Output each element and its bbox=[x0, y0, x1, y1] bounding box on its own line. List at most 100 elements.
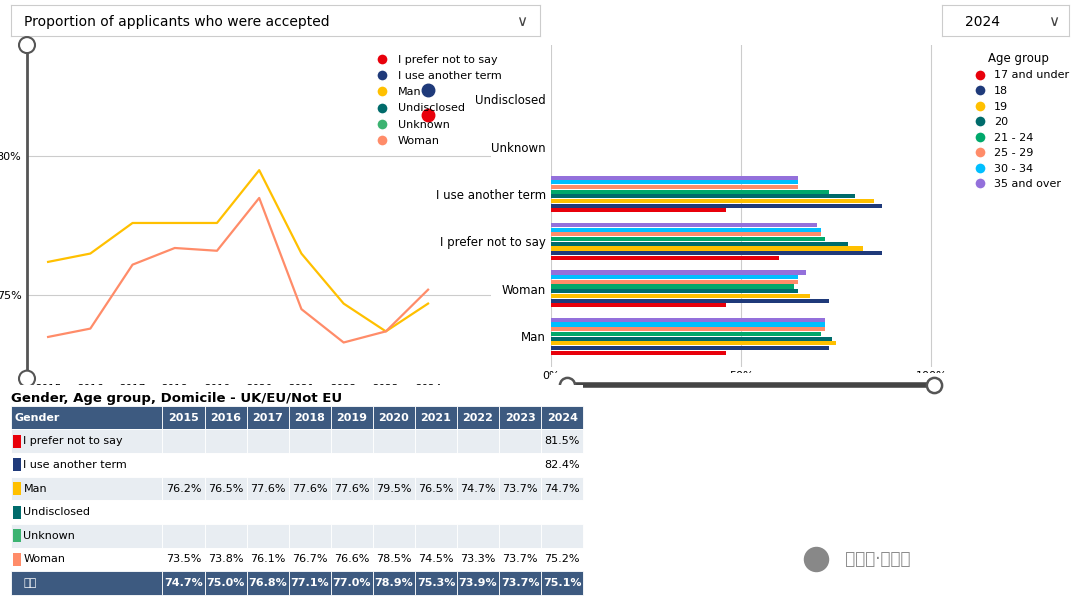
Text: 79.5%: 79.5% bbox=[376, 483, 411, 493]
FancyBboxPatch shape bbox=[162, 500, 204, 524]
Text: 总计: 总计 bbox=[24, 578, 37, 588]
FancyBboxPatch shape bbox=[457, 548, 499, 572]
FancyBboxPatch shape bbox=[373, 406, 415, 429]
FancyBboxPatch shape bbox=[415, 548, 457, 572]
FancyBboxPatch shape bbox=[457, 429, 499, 453]
FancyBboxPatch shape bbox=[541, 453, 583, 477]
Bar bbox=[551, 275, 798, 279]
Bar bbox=[551, 237, 825, 241]
Text: 2024: 2024 bbox=[964, 15, 1000, 29]
Text: 75.1%: 75.1% bbox=[543, 578, 581, 588]
Text: 73.8%: 73.8% bbox=[207, 555, 243, 564]
Text: 75.0%: 75.0% bbox=[206, 578, 245, 588]
Text: 2024: 2024 bbox=[546, 412, 578, 423]
Text: 73.5%: 73.5% bbox=[166, 555, 201, 564]
Legend: 17 and under, 18, 19, 20, 21 - 24, 25 - 29, 30 - 34, 35 and over: 17 and under, 18, 19, 20, 21 - 24, 25 - … bbox=[964, 47, 1074, 194]
FancyBboxPatch shape bbox=[204, 406, 246, 429]
FancyBboxPatch shape bbox=[541, 572, 583, 595]
Ellipse shape bbox=[19, 37, 35, 53]
FancyBboxPatch shape bbox=[415, 477, 457, 500]
Text: ∨: ∨ bbox=[1049, 14, 1059, 29]
FancyBboxPatch shape bbox=[415, 572, 457, 595]
FancyBboxPatch shape bbox=[330, 572, 373, 595]
FancyBboxPatch shape bbox=[541, 548, 583, 572]
Bar bbox=[551, 289, 798, 293]
FancyBboxPatch shape bbox=[162, 477, 204, 500]
Legend: I prefer not to say, I use another term, Man, Undisclosed, Unknown, Woman: I prefer not to say, I use another term,… bbox=[367, 50, 507, 150]
FancyBboxPatch shape bbox=[373, 453, 415, 477]
Text: Gender: Gender bbox=[14, 412, 59, 423]
Text: 77.6%: 77.6% bbox=[334, 483, 369, 493]
FancyBboxPatch shape bbox=[246, 548, 288, 572]
FancyBboxPatch shape bbox=[246, 477, 288, 500]
Text: 76.2%: 76.2% bbox=[165, 483, 201, 493]
FancyBboxPatch shape bbox=[415, 406, 457, 429]
FancyBboxPatch shape bbox=[204, 429, 246, 453]
Text: 75.2%: 75.2% bbox=[544, 555, 580, 564]
FancyBboxPatch shape bbox=[288, 524, 330, 548]
FancyBboxPatch shape bbox=[288, 500, 330, 524]
Text: 76.6%: 76.6% bbox=[334, 555, 369, 564]
FancyBboxPatch shape bbox=[330, 500, 373, 524]
FancyBboxPatch shape bbox=[415, 453, 457, 477]
Text: 73.7%: 73.7% bbox=[502, 483, 538, 493]
FancyBboxPatch shape bbox=[373, 429, 415, 453]
Text: I prefer not to say: I prefer not to say bbox=[24, 436, 123, 446]
Text: 2017: 2017 bbox=[253, 412, 283, 423]
FancyBboxPatch shape bbox=[330, 453, 373, 477]
FancyBboxPatch shape bbox=[11, 548, 162, 572]
Text: 2023: 2023 bbox=[504, 412, 536, 423]
Text: 2015: 2015 bbox=[168, 412, 199, 423]
Text: Gender, Age group, Domicile - UK/EU/Not EU: Gender, Age group, Domicile - UK/EU/Not … bbox=[11, 392, 342, 405]
FancyBboxPatch shape bbox=[288, 453, 330, 477]
Text: 76.1%: 76.1% bbox=[249, 555, 285, 564]
Text: 2019: 2019 bbox=[336, 412, 367, 423]
Text: Unknown: Unknown bbox=[24, 531, 76, 541]
FancyBboxPatch shape bbox=[541, 477, 583, 500]
Bar bbox=[551, 299, 828, 303]
Bar bbox=[551, 242, 848, 246]
Bar bbox=[551, 223, 818, 227]
FancyBboxPatch shape bbox=[499, 524, 541, 548]
FancyBboxPatch shape bbox=[288, 406, 330, 429]
FancyBboxPatch shape bbox=[13, 482, 21, 495]
FancyBboxPatch shape bbox=[162, 406, 204, 429]
Text: 74.7%: 74.7% bbox=[164, 578, 203, 588]
FancyBboxPatch shape bbox=[499, 406, 541, 429]
FancyBboxPatch shape bbox=[13, 553, 21, 566]
Bar bbox=[551, 204, 882, 208]
Bar bbox=[551, 199, 875, 203]
Point bbox=[888, 270, 905, 280]
FancyBboxPatch shape bbox=[11, 406, 162, 429]
FancyBboxPatch shape bbox=[499, 572, 541, 595]
Text: 2018: 2018 bbox=[294, 412, 325, 423]
Text: 2022: 2022 bbox=[462, 412, 494, 423]
FancyBboxPatch shape bbox=[457, 572, 499, 595]
Bar bbox=[551, 233, 821, 236]
Text: 77.0%: 77.0% bbox=[333, 578, 372, 588]
FancyBboxPatch shape bbox=[541, 429, 583, 453]
Text: Undisclosed: Undisclosed bbox=[24, 507, 91, 517]
Bar bbox=[551, 284, 795, 288]
Bar bbox=[551, 294, 810, 298]
FancyBboxPatch shape bbox=[204, 500, 246, 524]
Bar bbox=[551, 209, 726, 213]
FancyBboxPatch shape bbox=[246, 500, 288, 524]
FancyBboxPatch shape bbox=[415, 500, 457, 524]
Ellipse shape bbox=[19, 371, 35, 386]
Text: Woman: Woman bbox=[24, 555, 66, 564]
Bar bbox=[551, 185, 798, 189]
FancyBboxPatch shape bbox=[162, 524, 204, 548]
FancyBboxPatch shape bbox=[204, 477, 246, 500]
Bar bbox=[551, 303, 726, 307]
Text: 76.8%: 76.8% bbox=[248, 578, 287, 588]
Text: 76.7%: 76.7% bbox=[292, 555, 327, 564]
FancyBboxPatch shape bbox=[11, 572, 162, 595]
FancyBboxPatch shape bbox=[288, 477, 330, 500]
FancyBboxPatch shape bbox=[541, 524, 583, 548]
Text: 76.5%: 76.5% bbox=[418, 483, 454, 493]
FancyBboxPatch shape bbox=[330, 477, 373, 500]
Bar bbox=[551, 246, 863, 251]
Text: 76.5%: 76.5% bbox=[208, 483, 243, 493]
Bar bbox=[551, 228, 821, 232]
